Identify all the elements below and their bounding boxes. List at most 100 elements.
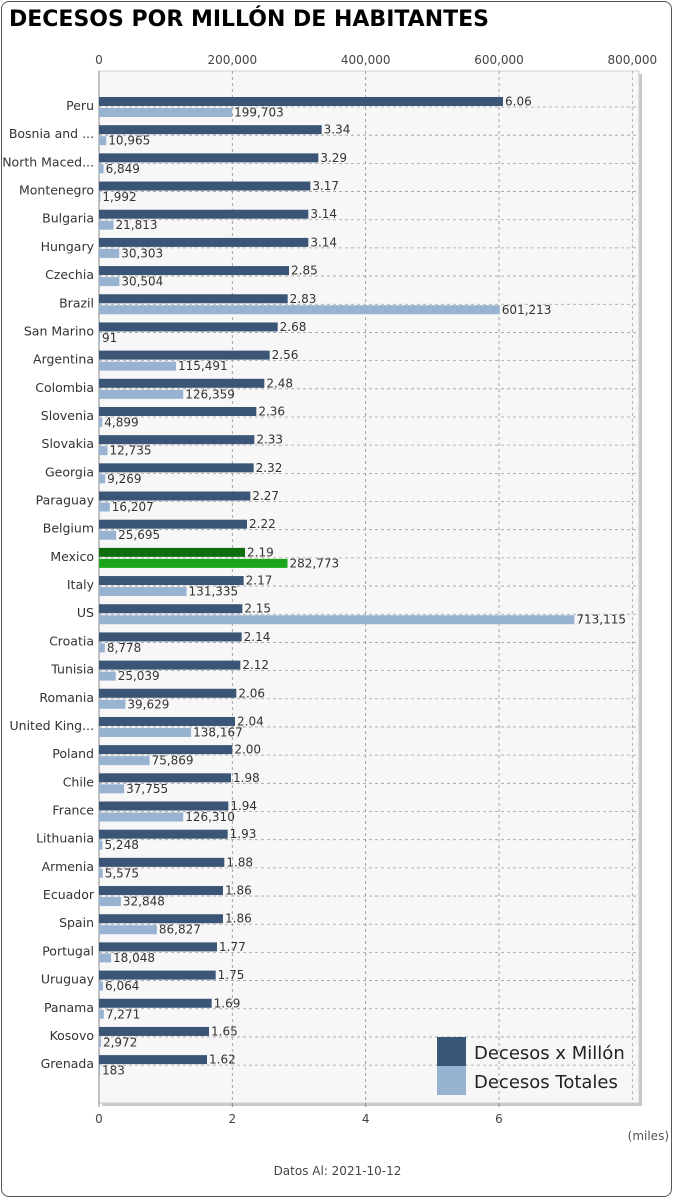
category-label: Czechia xyxy=(45,267,94,282)
category-label: Romania xyxy=(39,690,94,705)
bar-decesos-totales xyxy=(99,305,500,315)
data-label-decesos-x-millon: 1.93 xyxy=(230,827,257,841)
data-label-decesos-x-millon: 3.14 xyxy=(310,207,337,221)
data-label-decesos-x-millon: 1.98 xyxy=(233,771,260,785)
bar-decesos-totales xyxy=(99,868,103,878)
bar-decesos-x-millon xyxy=(99,688,237,698)
data-label-decesos-x-millon: 3.29 xyxy=(320,151,347,165)
bar-decesos-x-millon xyxy=(99,829,228,839)
top-axis-tick-label: 600,000 xyxy=(474,53,524,67)
data-label-decesos-totales: 4,899 xyxy=(104,415,138,429)
category-label: Chile xyxy=(63,774,95,789)
data-label-decesos-totales: 30,504 xyxy=(121,275,163,289)
bar-decesos-totales xyxy=(99,333,100,343)
data-label-decesos-x-millon: 2.22 xyxy=(249,517,276,531)
category-label: Lithuania xyxy=(36,831,94,846)
bar-decesos-totales xyxy=(99,699,126,709)
data-label-decesos-totales: 2,972 xyxy=(103,1035,137,1049)
category-label: Belgium xyxy=(43,521,94,536)
bar-decesos-totales xyxy=(99,446,108,456)
bar-decesos-totales xyxy=(99,587,187,597)
data-label-decesos-x-millon: 1.86 xyxy=(225,884,252,898)
data-label-decesos-totales: 10,965 xyxy=(108,134,150,148)
bar-decesos-x-millon xyxy=(99,266,289,276)
bar-decesos-totales xyxy=(99,558,288,568)
top-axis-tick-label: 400,000 xyxy=(341,53,391,67)
category-label: Italy xyxy=(67,577,95,592)
category-label: Tunisia xyxy=(50,662,94,677)
bar-decesos-totales xyxy=(99,897,121,907)
bar-decesos-totales xyxy=(99,361,176,371)
data-label-decesos-totales: 1,992 xyxy=(102,190,136,204)
category-label: Uruguay xyxy=(41,972,95,987)
category-label: Brazil xyxy=(59,295,94,310)
data-label-decesos-totales: 18,048 xyxy=(113,951,155,965)
bar-decesos-totales xyxy=(99,671,116,681)
bar-decesos-totales xyxy=(99,981,104,991)
data-label-decesos-x-millon: 2.36 xyxy=(258,404,285,418)
bar-decesos-x-millon xyxy=(99,547,245,557)
bar-decesos-totales xyxy=(99,1009,104,1019)
data-label-decesos-totales: 6,849 xyxy=(106,162,140,176)
bar-decesos-x-millon xyxy=(99,942,217,952)
bar-decesos-x-millon xyxy=(99,97,503,106)
bar-decesos-x-millon xyxy=(99,604,243,614)
bar-decesos-x-millon xyxy=(99,857,225,867)
bar-decesos-totales xyxy=(99,953,112,963)
data-label-decesos-x-millon: 3.34 xyxy=(324,123,351,137)
bar-decesos-x-millon xyxy=(99,153,319,163)
bar-decesos-totales xyxy=(99,220,114,230)
data-label-decesos-x-millon: 2.56 xyxy=(272,348,299,362)
bar-decesos-x-millon xyxy=(99,716,235,726)
data-label-decesos-totales: 75,869 xyxy=(152,754,194,768)
bar-decesos-x-millon xyxy=(99,970,216,980)
bar-decesos-totales xyxy=(99,192,101,202)
bar-decesos-totales xyxy=(99,840,103,850)
bottom-axis-tick-label: 0 xyxy=(95,1112,103,1126)
data-label-decesos-x-millon: 1.75 xyxy=(218,968,245,982)
bar-decesos-x-millon xyxy=(99,886,223,896)
bar-decesos-x-millon xyxy=(99,406,257,416)
bottom-axis-tick-label: 2 xyxy=(229,1112,237,1126)
bar-decesos-x-millon xyxy=(99,914,223,924)
bar-decesos-x-millon xyxy=(99,660,241,670)
data-label-decesos-x-millon: 1.86 xyxy=(225,912,252,926)
category-label: France xyxy=(52,803,94,818)
data-label-decesos-totales: 9,269 xyxy=(107,472,141,486)
data-label-decesos-totales: 126,359 xyxy=(185,387,235,401)
data-label-decesos-x-millon: 2.27 xyxy=(252,489,279,503)
data-label-decesos-totales: 115,491 xyxy=(178,359,228,373)
bar-decesos-x-millon xyxy=(99,1026,209,1036)
data-label-decesos-totales: 91 xyxy=(102,331,117,345)
bottom-axis-tick-label: 4 xyxy=(362,1112,370,1126)
bar-decesos-x-millon xyxy=(99,773,231,783)
data-label-decesos-x-millon: 3.17 xyxy=(312,179,339,193)
data-label-decesos-x-millon: 1.88 xyxy=(226,855,253,869)
bar-decesos-totales xyxy=(99,1066,100,1076)
category-label: Bosnia and ... xyxy=(9,126,94,141)
bar-decesos-x-millon xyxy=(99,491,251,501)
category-label: Grenada xyxy=(41,1056,94,1071)
data-label-decesos-totales: 5,248 xyxy=(104,838,138,852)
category-label: Montenegro xyxy=(19,183,94,198)
top-axis-tick-label: 0 xyxy=(95,53,103,67)
legend-swatch-decesos-x-millon xyxy=(437,1037,466,1066)
data-label-decesos-x-millon: 2.85 xyxy=(291,264,318,278)
data-label-decesos-totales: 32,848 xyxy=(123,895,165,909)
category-label: Panama xyxy=(44,1000,94,1015)
data-label-decesos-totales: 16,207 xyxy=(112,500,154,514)
data-label-decesos-totales: 25,695 xyxy=(118,528,160,542)
category-label: Colombia xyxy=(35,380,94,395)
bar-decesos-totales xyxy=(99,164,104,174)
data-label-decesos-totales: 5,575 xyxy=(105,866,139,880)
bar-decesos-totales xyxy=(99,277,120,287)
category-label: Croatia xyxy=(49,633,94,648)
category-label: US xyxy=(77,605,94,620)
category-label: Paraguay xyxy=(36,493,95,508)
bar-decesos-totales xyxy=(99,136,107,146)
legend-label-decesos-x-millon: Decesos x Millón xyxy=(474,1043,625,1064)
bar-decesos-totales xyxy=(99,108,233,117)
data-date-footer: Datos Al: 2021-10-12 xyxy=(273,1164,402,1178)
bar-decesos-x-millon xyxy=(99,209,309,219)
